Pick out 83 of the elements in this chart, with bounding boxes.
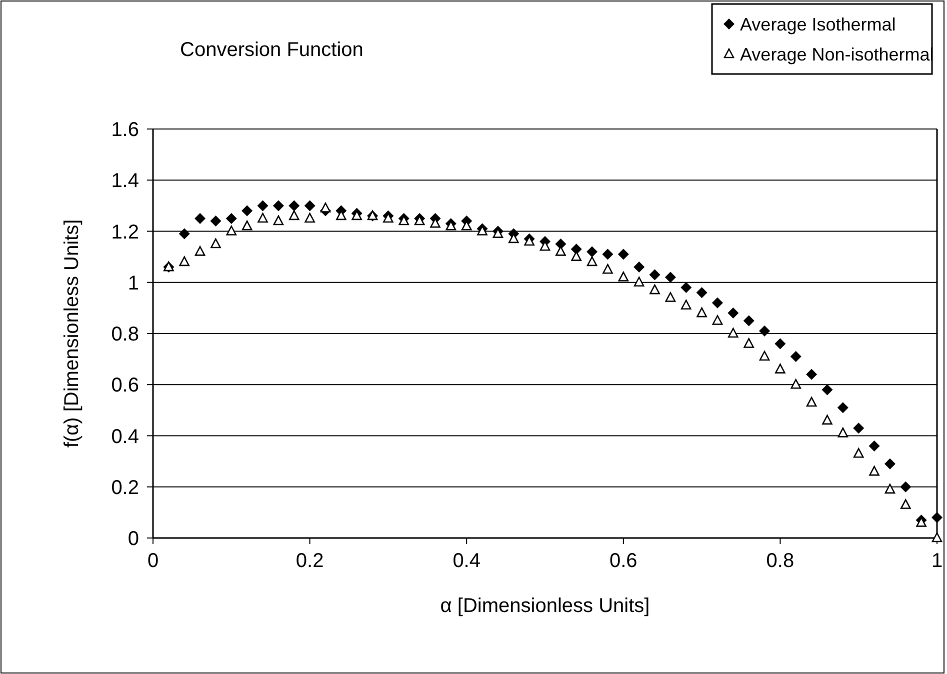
point [618, 248, 629, 260]
y-tick-label: 0.8 [111, 324, 139, 346]
point [618, 272, 629, 282]
y-tick-label: 1.4 [111, 170, 139, 192]
point [664, 272, 676, 283]
point [884, 484, 896, 494]
point [634, 262, 645, 273]
point [555, 238, 566, 250]
x-tick-label: 0.6 [609, 550, 638, 572]
point [680, 282, 692, 293]
point [853, 422, 864, 434]
x-tick-label: 0.8 [766, 550, 794, 572]
point [226, 212, 237, 224]
point [304, 212, 315, 223]
point [743, 315, 754, 326]
point [194, 246, 206, 256]
point [179, 256, 190, 266]
y-tick-label: 1.2 [111, 221, 139, 244]
point [272, 200, 284, 212]
point [696, 307, 707, 318]
point [759, 325, 770, 336]
point [242, 220, 252, 230]
point [602, 248, 614, 260]
point [680, 300, 692, 310]
point [900, 499, 911, 509]
x-tick-label: 0 [147, 550, 159, 572]
x-tick-label: 1 [931, 550, 943, 572]
point [650, 284, 660, 294]
point [774, 338, 786, 350]
point [853, 448, 864, 458]
point [586, 246, 598, 258]
point [304, 200, 316, 212]
point [728, 308, 739, 319]
point [790, 351, 802, 362]
y-tick-label: 1.6 [111, 119, 139, 141]
point [775, 364, 786, 374]
legend-label: Average Non-isothermal [740, 44, 934, 64]
y-tick-label: 0.4 [111, 426, 139, 448]
point [649, 269, 660, 280]
legend-label: Average Isothermal [740, 14, 896, 34]
point [288, 200, 300, 212]
y-axis-title: f(α) [Dimensionless Units] [61, 219, 83, 448]
point [837, 402, 848, 414]
point [634, 276, 644, 287]
point [288, 210, 300, 220]
point [932, 512, 942, 524]
point [759, 350, 770, 361]
x-axis-title: α [Dimensionless Units] [440, 595, 650, 617]
point [868, 440, 880, 452]
point [178, 228, 190, 240]
y-tick-label: 0.6 [111, 374, 139, 397]
point [712, 297, 723, 308]
y-tick-label: 1 [128, 272, 139, 294]
point [210, 238, 221, 248]
point [665, 292, 676, 302]
point [822, 384, 833, 396]
point [194, 212, 206, 224]
point [242, 205, 253, 216]
point [838, 428, 848, 438]
point [258, 212, 268, 223]
chart-title: Conversion Function [180, 39, 364, 61]
point [790, 378, 802, 389]
point [586, 256, 598, 266]
point [273, 215, 284, 226]
x-tick-label: 0.4 [452, 550, 481, 572]
point [728, 328, 738, 338]
point [602, 264, 613, 274]
point [696, 287, 708, 298]
point [744, 338, 754, 348]
point [806, 396, 817, 407]
point [822, 414, 832, 425]
point [900, 481, 912, 492]
point [210, 216, 222, 227]
y-tick-label: 0.2 [111, 476, 139, 499]
x-tick-label: 0.2 [296, 550, 324, 572]
point [869, 466, 880, 476]
point [884, 458, 896, 470]
point [226, 226, 237, 236]
point [712, 315, 723, 325]
point [806, 368, 818, 380]
point [320, 202, 331, 212]
y-tick-label: 0 [128, 528, 139, 550]
point [257, 200, 268, 212]
